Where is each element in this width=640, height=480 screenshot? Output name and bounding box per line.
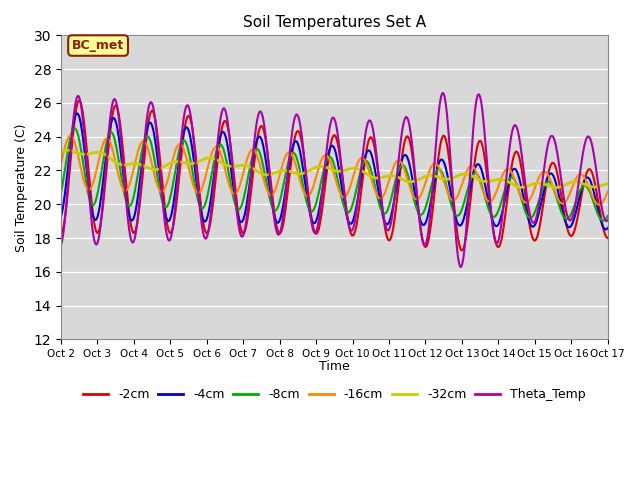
X-axis label: Time: Time	[319, 360, 349, 373]
Legend: -2cm, -4cm, -8cm, -16cm, -32cm, Theta_Temp: -2cm, -4cm, -8cm, -16cm, -32cm, Theta_Te…	[78, 383, 591, 406]
Title: Soil Temperatures Set A: Soil Temperatures Set A	[243, 15, 426, 30]
Y-axis label: Soil Temperature (C): Soil Temperature (C)	[15, 123, 28, 252]
Text: BC_met: BC_met	[72, 39, 124, 52]
